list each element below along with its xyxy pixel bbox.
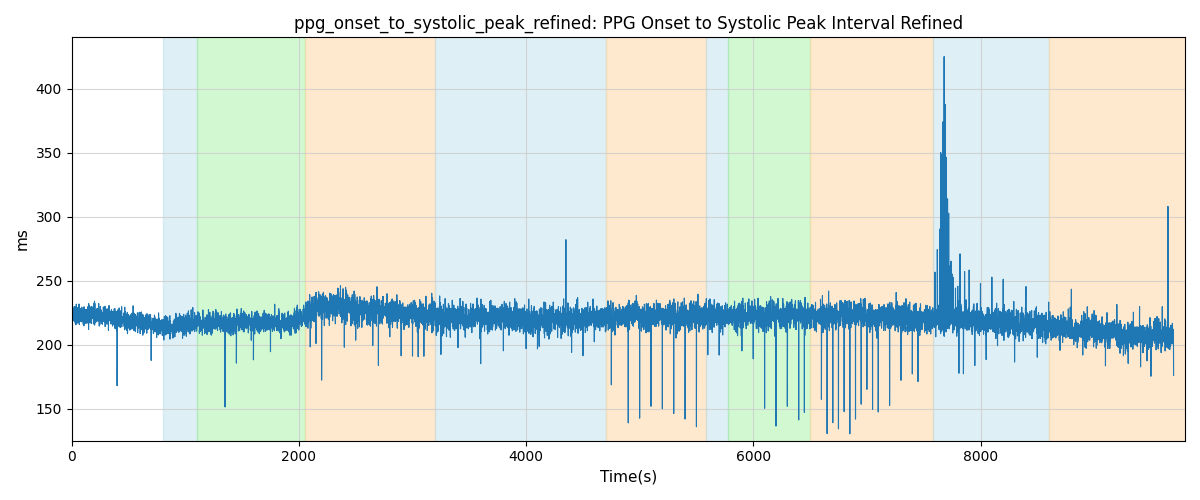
Bar — [810, 38, 932, 440]
Bar — [162, 38, 197, 440]
Y-axis label: ms: ms — [16, 228, 30, 250]
Bar — [932, 38, 1049, 440]
Bar — [706, 38, 728, 440]
Bar — [728, 38, 810, 440]
X-axis label: Time(s): Time(s) — [600, 470, 656, 485]
Bar — [436, 38, 606, 440]
Bar — [1049, 38, 1186, 440]
Bar — [606, 38, 706, 440]
Title: ppg_onset_to_systolic_peak_refined: PPG Onset to Systolic Peak Interval Refined: ppg_onset_to_systolic_peak_refined: PPG … — [294, 15, 962, 34]
Bar — [305, 38, 436, 440]
Bar — [197, 38, 305, 440]
